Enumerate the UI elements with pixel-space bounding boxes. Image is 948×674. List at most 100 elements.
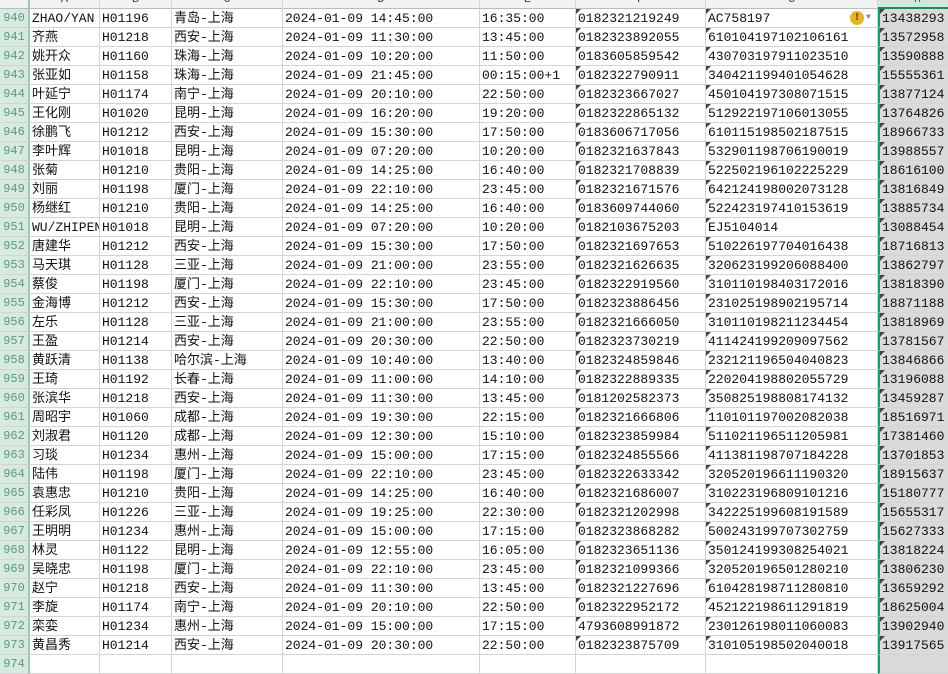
cell-a[interactable]: 王明明 [30,522,100,541]
cell-a[interactable]: 马天琪 [30,256,100,275]
cell-d[interactable]: 2024-01-09 11:30:00 [283,389,480,408]
cell-e[interactable]: 13:45:00 [480,389,576,408]
cell-a[interactable]: 陆伟 [30,465,100,484]
cell-c[interactable]: 西安-上海 [172,294,283,313]
cell-g[interactable]: 220204198802055729 [706,370,878,389]
cell-c[interactable]: 昆明-上海 [172,541,283,560]
cell-e[interactable]: 23:55:00 [480,256,576,275]
cell-f[interactable]: 0182323730219 [576,332,706,351]
cell-c[interactable]: 贵阳-上海 [172,484,283,503]
cell-b[interactable]: H01122 [100,541,172,560]
cell-c[interactable]: 南宁-上海 [172,85,283,104]
cell-d[interactable]: 2024-01-09 10:20:00 [283,47,480,66]
cell-a[interactable]: 刘丽 [30,180,100,199]
cell-e[interactable]: 22:50:00 [480,85,576,104]
cell-d[interactable]: 2024-01-09 14:25:00 [283,199,480,218]
cell-a[interactable]: 刘淑君 [30,427,100,446]
row-header[interactable]: 957 [0,332,30,351]
cell-f[interactable]: 0182321697653 [576,237,706,256]
cell-h[interactable]: 13659292 [878,579,948,598]
cell-c[interactable]: 厦门-上海 [172,465,283,484]
cell-a[interactable]: 任彩凤 [30,503,100,522]
cell-f[interactable]: 0182321202998 [576,503,706,522]
cell-a[interactable]: 唐建华 [30,237,100,256]
row-header[interactable]: 970 [0,579,30,598]
cell-a[interactable]: 叶延宁 [30,85,100,104]
cell-a[interactable]: 周昭宇 [30,408,100,427]
column-header-f[interactable]: F [576,0,706,9]
cell-h[interactable] [878,655,948,674]
cell-g[interactable]: 310223196809101216 [706,484,878,503]
cell-h[interactable]: 13902940 [878,617,948,636]
cell-f[interactable]: 0182322952172 [576,598,706,617]
cell-a[interactable]: 蔡俊 [30,275,100,294]
cell-a[interactable]: 袁惠忠 [30,484,100,503]
cell-b[interactable]: H01234 [100,617,172,636]
cell-a[interactable]: 张滨华 [30,389,100,408]
cell-e[interactable]: 10:20:00 [480,218,576,237]
cell-f[interactable]: 0182321666806 [576,408,706,427]
cell-d[interactable]: 2024-01-09 15:30:00 [283,237,480,256]
cell-g[interactable]: 310110198211234454 [706,313,878,332]
cell-g[interactable]: 511021196511205981 [706,427,878,446]
cell-c[interactable]: 西安-上海 [172,123,283,142]
cell-h[interactable]: 13764826 [878,104,948,123]
cell-h[interactable]: 18616100 [878,161,948,180]
cell-c[interactable]: 珠海-上海 [172,66,283,85]
cell-d[interactable]: 2024-01-09 21:00:00 [283,313,480,332]
cell-b[interactable]: H01218 [100,28,172,47]
cell-c[interactable] [172,655,283,674]
cell-h[interactable]: 13862797 [878,256,948,275]
cell-c[interactable]: 西安-上海 [172,237,283,256]
cell-e[interactable]: 17:50:00 [480,123,576,142]
cell-f[interactable]: 0182321626635 [576,256,706,275]
cell-d[interactable]: 2024-01-09 19:25:00 [283,503,480,522]
cell-a[interactable]: 金海博 [30,294,100,313]
cell-g[interactable]: 512922197106013055 [706,104,878,123]
cell-f[interactable]: 0182323859984 [576,427,706,446]
cell-e[interactable]: 00:15:00+1 [480,66,576,85]
cell-a[interactable]: ZHAO/YAN [30,9,100,28]
cell-c[interactable]: 西安-上海 [172,579,283,598]
cell-g[interactable]: 452122198611291819 [706,598,878,617]
cell-h[interactable]: 18516971 [878,408,948,427]
cell-c[interactable]: 厦门-上海 [172,275,283,294]
cell-a[interactable]: 栾娈 [30,617,100,636]
row-header[interactable]: 966 [0,503,30,522]
row-header[interactable]: 962 [0,427,30,446]
cell-a[interactable]: 张菊 [30,161,100,180]
cell-b[interactable]: H01138 [100,351,172,370]
row-header[interactable]: 972 [0,617,30,636]
cell-b[interactable]: H01210 [100,199,172,218]
cell-b[interactable]: H01128 [100,313,172,332]
row-header[interactable]: 950 [0,199,30,218]
cell-g[interactable]: 510226197704016438 [706,237,878,256]
cell-c[interactable]: 成都-上海 [172,427,283,446]
cell-g[interactable]: 610104197102106161 [706,28,878,47]
cell-f[interactable]: 0182103675203 [576,218,706,237]
cell-d[interactable]: 2024-01-09 12:55:00 [283,541,480,560]
cell-a[interactable]: 李旋 [30,598,100,617]
cell-h[interactable]: 13806230 [878,560,948,579]
cell-c[interactable]: 三亚-上海 [172,256,283,275]
cell-a[interactable]: 姚开众 [30,47,100,66]
cell-d[interactable]: 2024-01-09 20:10:00 [283,598,480,617]
cell-d[interactable]: 2024-01-09 21:45:00 [283,66,480,85]
cell-e[interactable]: 23:45:00 [480,275,576,294]
cell-b[interactable]: H01234 [100,446,172,465]
cell-h[interactable]: 13459287 [878,389,948,408]
cell-d[interactable]: 2024-01-09 12:30:00 [283,427,480,446]
cell-a[interactable] [30,655,100,674]
cell-d[interactable] [283,655,480,674]
row-header[interactable]: 953 [0,256,30,275]
select-all-corner[interactable] [0,0,30,9]
chevron-down-icon[interactable]: ▼ [866,13,871,22]
cell-f[interactable]: 0182322865132 [576,104,706,123]
cell-d[interactable]: 2024-01-09 07:20:00 [283,218,480,237]
cell-b[interactable]: H01174 [100,598,172,617]
cell-e[interactable]: 13:45:00 [480,28,576,47]
cell-e[interactable]: 14:10:00 [480,370,576,389]
cell-b[interactable]: H01212 [100,123,172,142]
cell-c[interactable]: 长春-上海 [172,370,283,389]
